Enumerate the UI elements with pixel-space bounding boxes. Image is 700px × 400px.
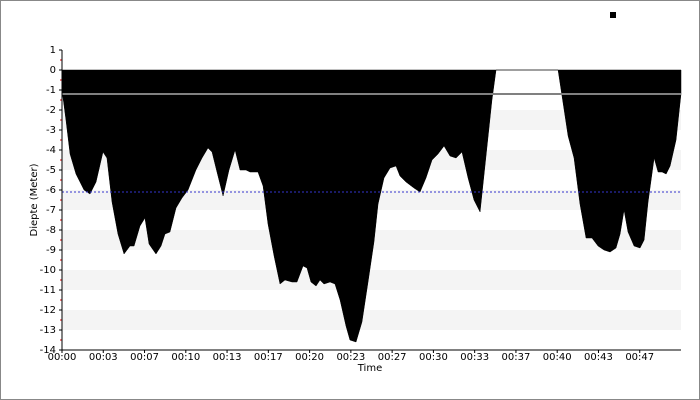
x-axis-label: Time bbox=[357, 363, 382, 374]
y-tick-label: -1 bbox=[46, 85, 56, 96]
x-tick-label: 00:20 bbox=[295, 352, 324, 363]
y-tick-label: -12 bbox=[40, 305, 56, 316]
x-tick-label: 00:40 bbox=[543, 352, 572, 363]
legend-marker bbox=[610, 12, 616, 18]
x-tick-label: 00:13 bbox=[213, 352, 242, 363]
y-tick-label: -3 bbox=[46, 125, 56, 136]
y-tick-label: -8 bbox=[46, 225, 56, 236]
y-tick-label: -4 bbox=[46, 145, 56, 156]
y-tick-label: -13 bbox=[40, 325, 56, 336]
x-tick-label: 00:03 bbox=[89, 352, 118, 363]
x-tick-label: 00:30 bbox=[419, 352, 448, 363]
x-tick-label: 00:37 bbox=[502, 352, 531, 363]
x-tick-label: 00:47 bbox=[625, 352, 654, 363]
y-axis-label: Diepte (Meter) bbox=[29, 163, 40, 236]
y-tick-label: 1 bbox=[50, 45, 56, 56]
y-tick-label: -5 bbox=[46, 165, 56, 176]
y-tick-label: -9 bbox=[46, 245, 56, 256]
y-tick-label: -2 bbox=[46, 105, 56, 116]
x-tick-label: 00:17 bbox=[254, 352, 283, 363]
x-tick-label: 00:00 bbox=[48, 352, 77, 363]
grid-band bbox=[62, 270, 681, 290]
y-tick-label: -14 bbox=[40, 345, 56, 356]
x-tick-label: 00:07 bbox=[130, 352, 159, 363]
x-tick-label: 00:27 bbox=[378, 352, 407, 363]
y-tick-label: -11 bbox=[40, 285, 56, 296]
y-tick-label: 0 bbox=[50, 65, 56, 76]
y-tick-label: -7 bbox=[46, 205, 56, 216]
x-tick-label: 00:10 bbox=[171, 352, 200, 363]
x-tick-label: 00:23 bbox=[336, 352, 365, 363]
grid-band bbox=[62, 310, 681, 330]
x-tick-label: 00:43 bbox=[584, 352, 613, 363]
y-tick-label: -10 bbox=[40, 265, 56, 276]
area bbox=[61, 69, 682, 343]
y-tick-label: -6 bbox=[46, 185, 56, 196]
x-tick-label: 00:33 bbox=[460, 352, 489, 363]
